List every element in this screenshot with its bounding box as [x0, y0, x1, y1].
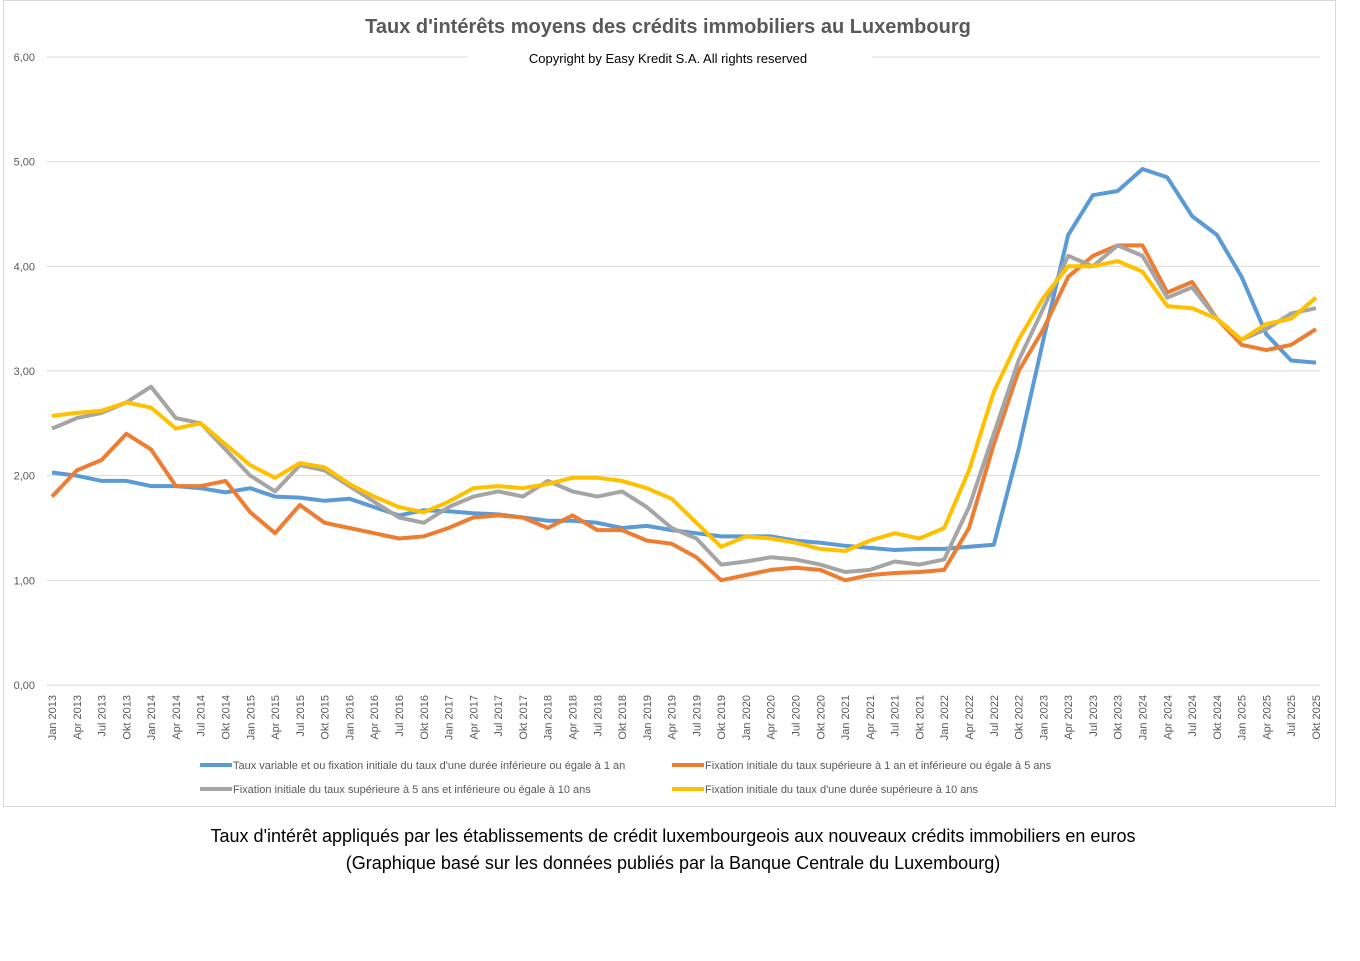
x-tick-label: Jan 2024 — [1138, 695, 1150, 740]
x-tick-label: Jan 2020 — [741, 695, 753, 740]
x-tick-label: Okt 2014 — [220, 695, 232, 740]
x-tick-label: Jul 2016 — [394, 695, 406, 737]
x-tick-label: Jul 2015 — [295, 695, 307, 737]
x-tick-label: Jan 2016 — [344, 695, 356, 740]
y-axis-ticks: 0,00 1,00 2,00 3,00 4,00 5,00 6,00 — [14, 52, 35, 692]
x-axis-ticks: Jan 2013 Apr 2013 Jul 2013 Okt 2013 Jan 2014… — [47, 695, 1323, 740]
chart-title: Taux d'intérêts moyens des crédits immob… — [365, 16, 971, 38]
x-tick-label: Apr 2014 — [171, 695, 183, 740]
x-tick-label: Apr 2019 — [667, 695, 679, 740]
y-tick-label: 2,00 — [14, 471, 35, 483]
series-line-4 — [51, 259, 1318, 553]
x-tick-label: Jul 2020 — [791, 695, 803, 737]
x-tick-label: Apr 2017 — [468, 695, 480, 740]
series-line-2 — [50, 243, 1318, 583]
x-tick-label: Apr 2020 — [766, 695, 778, 740]
x-tick-label: Apr 2023 — [1063, 695, 1075, 740]
x-tick-label: Apr 2021 — [865, 695, 877, 740]
x-tick-label: Okt 2013 — [121, 695, 133, 740]
subtitle-background — [468, 46, 872, 70]
y-tick-label: 6,00 — [14, 52, 35, 64]
x-tick-label: Apr 2024 — [1162, 695, 1174, 740]
x-tick-label: Jul 2017 — [493, 695, 505, 737]
x-tick-label: Okt 2022 — [1014, 695, 1026, 740]
caption-line-1: Taux d'intérêt appliqués par les établis… — [210, 826, 1136, 846]
x-tick-label: Jan 2021 — [840, 695, 852, 740]
caption-line-2: (Graphique basé sur les données publiés … — [345, 853, 1001, 873]
y-tick-label: 1,00 — [14, 575, 35, 587]
x-tick-label: Okt 2020 — [815, 695, 827, 740]
chart-subtitle: Copyright by Easy Kredit S.A. All rights… — [529, 51, 807, 66]
y-tick-label: 3,00 — [14, 366, 35, 378]
x-tick-label: Jul 2018 — [592, 695, 604, 737]
legend-item: Fixation initiale du taux supérieure à 1… — [672, 760, 1052, 772]
x-tick-label: Jan 2022 — [939, 695, 951, 740]
legend-label: Fixation initiale du taux supérieure à 5… — [233, 784, 591, 796]
x-tick-label: Jul 2022 — [989, 695, 1001, 737]
x-tick-label: Okt 2016 — [419, 695, 431, 740]
x-tick-label: Jan 2013 — [47, 695, 59, 740]
x-tick-label: Jul 2025 — [1286, 695, 1298, 737]
x-tick-label: Apr 2022 — [964, 695, 976, 740]
gridlines — [47, 56, 1320, 686]
legend: Taux variable et ou fixation initiale du… — [200, 760, 1052, 796]
x-tick-label: Jan 2018 — [543, 695, 555, 740]
x-tick-label: Apr 2025 — [1261, 695, 1273, 740]
legend-label: Fixation initiale du taux d'une durée su… — [705, 784, 979, 796]
x-tick-label: Jul 2013 — [97, 695, 109, 737]
x-tick-label: Okt 2019 — [716, 695, 728, 740]
x-tick-label: Jan 2025 — [1237, 695, 1249, 740]
x-tick-label: Okt 2023 — [1113, 695, 1125, 740]
x-tick-label: Jan 2023 — [1038, 695, 1050, 740]
x-tick-label: Jul 2019 — [691, 695, 703, 737]
x-tick-label: Jan 2014 — [146, 695, 158, 740]
series-lines — [50, 167, 1318, 583]
legend-label: Taux variable et ou fixation initiale du… — [233, 760, 625, 772]
x-tick-label: Okt 2021 — [914, 695, 926, 740]
x-tick-label: Okt 2018 — [617, 695, 629, 740]
x-tick-label: Jul 2023 — [1088, 695, 1100, 737]
x-tick-label: Okt 2015 — [320, 695, 332, 740]
y-tick-label: 0,00 — [14, 680, 35, 692]
x-tick-label: Okt 2024 — [1212, 695, 1224, 740]
x-tick-label: Jan 2017 — [444, 695, 456, 740]
x-tick-label: Apr 2015 — [270, 695, 282, 740]
y-tick-label: 5,00 — [14, 157, 35, 169]
series-line-1 — [51, 167, 1317, 552]
x-tick-label: Jan 2015 — [245, 695, 257, 740]
x-tick-label: Apr 2018 — [567, 695, 579, 740]
x-tick-label: Jul 2021 — [890, 695, 902, 737]
x-tick-label: Okt 2025 — [1311, 695, 1323, 740]
legend-label: Fixation initiale du taux supérieure à 1… — [705, 760, 1052, 772]
x-tick-label: Apr 2013 — [72, 695, 84, 740]
y-tick-label: 4,00 — [14, 261, 35, 273]
x-tick-label: Apr 2016 — [369, 695, 381, 740]
legend-item: Fixation initiale du taux supérieure à 5… — [200, 784, 591, 796]
x-tick-label: Jul 2024 — [1187, 695, 1199, 737]
x-tick-label: Okt 2017 — [518, 695, 530, 740]
legend-item: Taux variable et ou fixation initiale du… — [200, 760, 625, 772]
x-tick-label: Jan 2019 — [642, 695, 654, 740]
legend-item: Fixation initiale du taux d'une durée su… — [672, 784, 979, 796]
x-tick-label: Jul 2014 — [196, 695, 208, 737]
chart-frame — [3, 0, 1336, 807]
series-line-3 — [51, 243, 1317, 574]
